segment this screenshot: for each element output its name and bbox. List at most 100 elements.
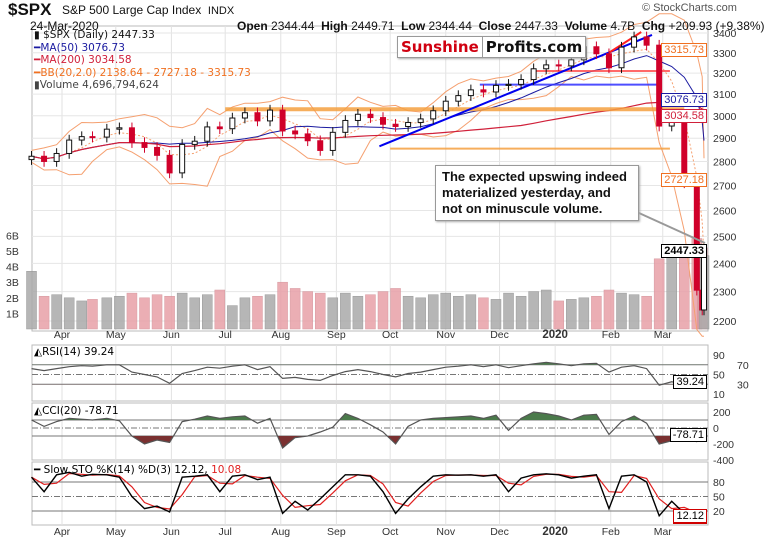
x-tick-label: Mar: [654, 329, 673, 341]
x-tick-label: Sep: [327, 329, 346, 341]
candle-body: [518, 79, 525, 85]
volume-bar: [603, 289, 615, 330]
volume-value: 4.7B: [610, 19, 636, 33]
candle-body: [154, 146, 161, 156]
price-tick-label: 3200: [713, 68, 737, 80]
volume-bar: [63, 297, 75, 330]
volume-tick-label: 4B: [6, 262, 19, 274]
quote-line: Open 2344.44 High 2449.71 Low 2344.44 Cl…: [237, 19, 765, 34]
volume-bar: [490, 299, 502, 330]
candle-body: [618, 46, 625, 69]
price-tick-label: 2900: [713, 133, 737, 145]
volume-bar: [440, 292, 452, 330]
legend-ma50-text: MA(50) 3076.73: [40, 41, 125, 54]
price-legend: ▮ $SPX (Daily) 2447.33 ━MA(50) 3076.73 ━…: [34, 29, 251, 92]
panel-frame-1: [31, 344, 709, 402]
volume-bar: [515, 295, 527, 330]
volume-bar: [314, 292, 326, 330]
high-label: High: [321, 19, 348, 33]
volume-bar: [566, 299, 577, 330]
candle-body: [304, 133, 311, 142]
volume-bar: [189, 297, 200, 330]
x-tick-label: Mar: [654, 526, 673, 538]
price-tick-label: 3100: [713, 89, 737, 101]
legend-price-text: $SPX (Daily) 2447.33: [43, 29, 155, 41]
volume-bar: [114, 295, 125, 330]
annotation-callout: The expected upswing indeed materialized…: [435, 165, 639, 221]
chg-label: Chg: [641, 19, 666, 33]
volume-bar: [415, 297, 426, 330]
sto-legend: ━ Slow STO %K(14) %D(3) 12.12, 10.08: [34, 464, 242, 476]
volume-bar: [402, 295, 414, 330]
volume-bar: [616, 292, 627, 330]
volume-bar: [628, 294, 640, 330]
candle-body: [116, 127, 123, 130]
candle-body: [166, 154, 173, 174]
price-tick-label: 2500: [713, 231, 737, 243]
volume-bar: [653, 258, 665, 330]
volume-icon: ▮: [34, 79, 40, 91]
candle-body: [405, 121, 412, 127]
volume-bar: [553, 300, 564, 330]
volume-bar: [101, 297, 113, 330]
volume-bar: [340, 292, 351, 330]
x-tick-label: Dec: [490, 526, 509, 538]
candle-body: [455, 95, 462, 102]
candle-body: [643, 36, 650, 46]
candle-body: [442, 100, 449, 112]
candle-body: [354, 113, 361, 121]
x-tick-label: Jun: [163, 526, 180, 538]
rsi-tick-label: 10: [713, 389, 725, 401]
volume-tick-label: 5B: [6, 246, 19, 258]
candle-body: [103, 128, 110, 138]
x-tick-label: Apr: [54, 329, 71, 341]
volume-tick-label: 6B: [6, 230, 19, 242]
legend-ma200-text: MA(200) 3034.58: [40, 54, 132, 66]
x-tick-label: May: [106, 329, 127, 341]
volume-bar: [277, 281, 288, 330]
candle-body: [656, 44, 663, 127]
symbol-name: S&P 500 Large Cap Index INDX: [62, 3, 234, 18]
tag-sto: 12.12: [673, 509, 707, 524]
volume-bar: [227, 305, 238, 330]
candle-body: [593, 46, 600, 55]
close-value: 2447.33: [514, 19, 558, 33]
volume-bar: [641, 295, 652, 330]
volume-label: Volume: [564, 19, 608, 33]
price-tick-label: 2200: [713, 316, 737, 328]
rsi-tick-label: 70: [737, 360, 749, 372]
candle-body: [53, 152, 60, 162]
price-tick-label: 3000: [713, 111, 737, 123]
volume-bar: [478, 297, 489, 330]
callout-pointer: [627, 207, 706, 244]
volume-bar: [139, 297, 150, 330]
tag-cci: -78.71: [669, 428, 707, 442]
volume-bar: [202, 294, 213, 330]
x-tick-label: Oct: [382, 526, 398, 538]
volume-bar: [390, 288, 401, 330]
volume-bar: [528, 291, 539, 330]
low-value: 2344.44: [428, 19, 472, 33]
price-tick-label: 2700: [713, 181, 737, 193]
legend-bb: ━BB(20,2.0) 2138.64 - 2727.18 - 3315.73: [34, 66, 251, 79]
volume-bar: [214, 289, 226, 330]
volume-bar: [465, 294, 477, 330]
volume-bar: [26, 271, 37, 330]
chart-date: 24-Mar-2020: [30, 19, 99, 33]
high-value: 2449.71: [351, 19, 395, 33]
rsi-line: [31, 361, 705, 386]
cci-tick-label: 200: [713, 407, 731, 419]
volume-bar: [164, 295, 175, 330]
candle-body: [317, 140, 324, 151]
volume-bar: [252, 295, 263, 330]
candle-body: [367, 113, 374, 119]
volume-bar: [151, 294, 163, 330]
tag-ma50: 3076.73: [661, 93, 707, 107]
volume-bar: [540, 289, 552, 330]
legend-volume-text: Volume 4,696,794,624: [39, 79, 159, 91]
candle-body: [555, 64, 562, 67]
candle-body: [89, 136, 96, 139]
x-tick-label: Nov: [436, 526, 455, 538]
sto-tick-label: 20: [713, 506, 725, 518]
